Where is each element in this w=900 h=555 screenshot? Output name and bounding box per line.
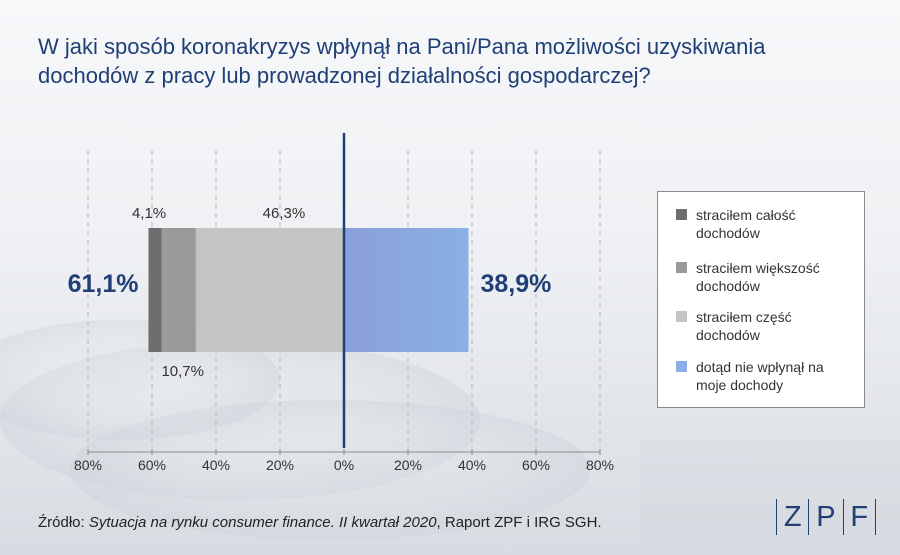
bar-segment [148, 228, 162, 352]
bar-segment [161, 228, 196, 352]
x-tick-label: 20% [394, 457, 422, 473]
data-label: 4,1% [132, 205, 166, 222]
total-positive-label: 38,9% [480, 270, 551, 298]
legend-swatch [676, 209, 687, 220]
x-tick-label: 20% [266, 457, 294, 473]
legend-label: dotąd nie wpłynął na moje dochody [696, 359, 824, 393]
chart-title: W jaki sposób koronakryzys wpłynął na Pa… [38, 34, 766, 88]
zpf-logo: Z P F [776, 499, 876, 535]
total-negative-label: 61,1% [68, 270, 139, 298]
x-tick-label: 0% [334, 457, 354, 473]
source-suffix: , Raport ZPF i IRG SGH. [436, 514, 602, 531]
x-tick-label: 60% [522, 457, 550, 473]
x-tick-label: 80% [74, 457, 102, 473]
bar-segment [195, 228, 344, 352]
x-tick-label: 40% [458, 457, 486, 473]
x-tick-label: 60% [138, 457, 166, 473]
legend-label: straciłem część dochodów [696, 309, 792, 343]
data-label: 10,7% [161, 363, 204, 380]
logo-divider [842, 499, 844, 535]
data-label: 46,3% [263, 205, 306, 222]
logo-divider [808, 499, 810, 535]
legend-item: straciłem większość dochodów [676, 259, 856, 295]
source-title: Sytuacja na rynku consumer finance. II k… [88, 514, 437, 531]
legend-swatch [676, 262, 687, 273]
legend-label: straciłem większość dochodów [696, 260, 820, 294]
logo-letter-z: Z [783, 500, 802, 533]
logo-letter-p: P [816, 500, 836, 533]
legend-swatch [676, 361, 687, 372]
bar-segment [344, 228, 469, 352]
legend-swatch [676, 311, 687, 322]
logo-divider [776, 499, 777, 535]
legend-item: straciłem całość dochodów [676, 206, 856, 242]
legend-item: dotąd nie wpłynął na moje dochody [676, 358, 856, 394]
logo-letter-f: F [850, 500, 869, 533]
legend-item: straciłem część dochodów [676, 308, 856, 344]
source-note: Źródło: Sytuacja na rynku consumer finan… [38, 514, 602, 531]
legend: straciłem całość dochodów straciłem więks… [657, 191, 865, 408]
logo-divider [874, 499, 876, 535]
legend-label: straciłem całość dochodów [696, 207, 796, 241]
x-tick-label: 80% [586, 457, 614, 473]
x-tick-label: 40% [202, 457, 230, 473]
source-prefix: Źródło: [38, 514, 89, 531]
